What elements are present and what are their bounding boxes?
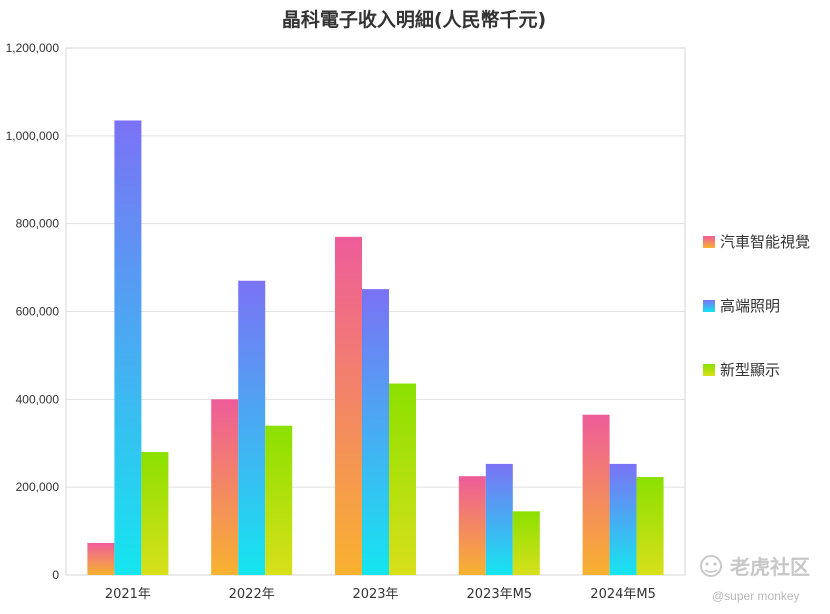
bar[interactable]	[211, 399, 239, 575]
x-tick-label: 2022年	[229, 587, 275, 602]
bar[interactable]	[238, 280, 266, 575]
bar[interactable]	[362, 289, 389, 575]
legend-label[interactable]: 新型顯示	[720, 361, 780, 379]
tiger-logo-icon	[700, 555, 722, 577]
bar[interactable]	[512, 511, 540, 575]
y-tick-label: 800,000	[16, 217, 60, 231]
bar[interactable]	[458, 476, 486, 575]
bar[interactable]	[265, 425, 293, 575]
x-tick-label: 2021年	[105, 587, 151, 602]
x-tick-label: 2023年M5	[467, 587, 533, 602]
bars	[87, 120, 664, 576]
bar[interactable]	[87, 542, 115, 575]
legend-swatch	[703, 300, 715, 312]
bar[interactable]	[582, 414, 610, 575]
legend-swatch	[703, 236, 715, 248]
y-tick-label: 1,000,000	[6, 129, 60, 143]
y-tick-label: 1,200,000	[6, 41, 60, 55]
x-tick-label: 2024年M5	[590, 587, 656, 602]
watermark-user: @super monkey	[712, 589, 800, 603]
y-axis-ticks: 0 200,000 400,000 600,000 800,000 1,000,000 1,…	[6, 41, 60, 582]
bar[interactable]	[485, 463, 513, 575]
watermark: 老虎社区 @super monkey	[700, 555, 810, 603]
y-tick-label: 400,000	[16, 392, 60, 406]
bar[interactable]	[636, 477, 664, 575]
bar[interactable]	[114, 120, 142, 576]
x-axis-ticks: 2021年 2022年 2023年 2023年M5 2024年M5	[105, 587, 656, 602]
legend-label[interactable]: 高端照明	[720, 297, 780, 315]
y-tick-label: 200,000	[16, 480, 60, 494]
bar[interactable]	[609, 463, 637, 575]
watermark-brand: 老虎社区	[730, 555, 810, 579]
y-tick-label: 600,000	[16, 305, 60, 319]
bar[interactable]	[389, 383, 416, 575]
legend-swatch	[703, 364, 715, 376]
bar[interactable]	[141, 452, 169, 575]
bar[interactable]	[335, 236, 362, 575]
legend-label[interactable]: 汽車智能視覺	[720, 233, 810, 251]
y-tick-label: 0	[52, 568, 59, 582]
x-tick-label: 2023年	[352, 587, 398, 602]
chart-title: 晶科電子收入明細(人民幣千元)	[282, 8, 546, 31]
